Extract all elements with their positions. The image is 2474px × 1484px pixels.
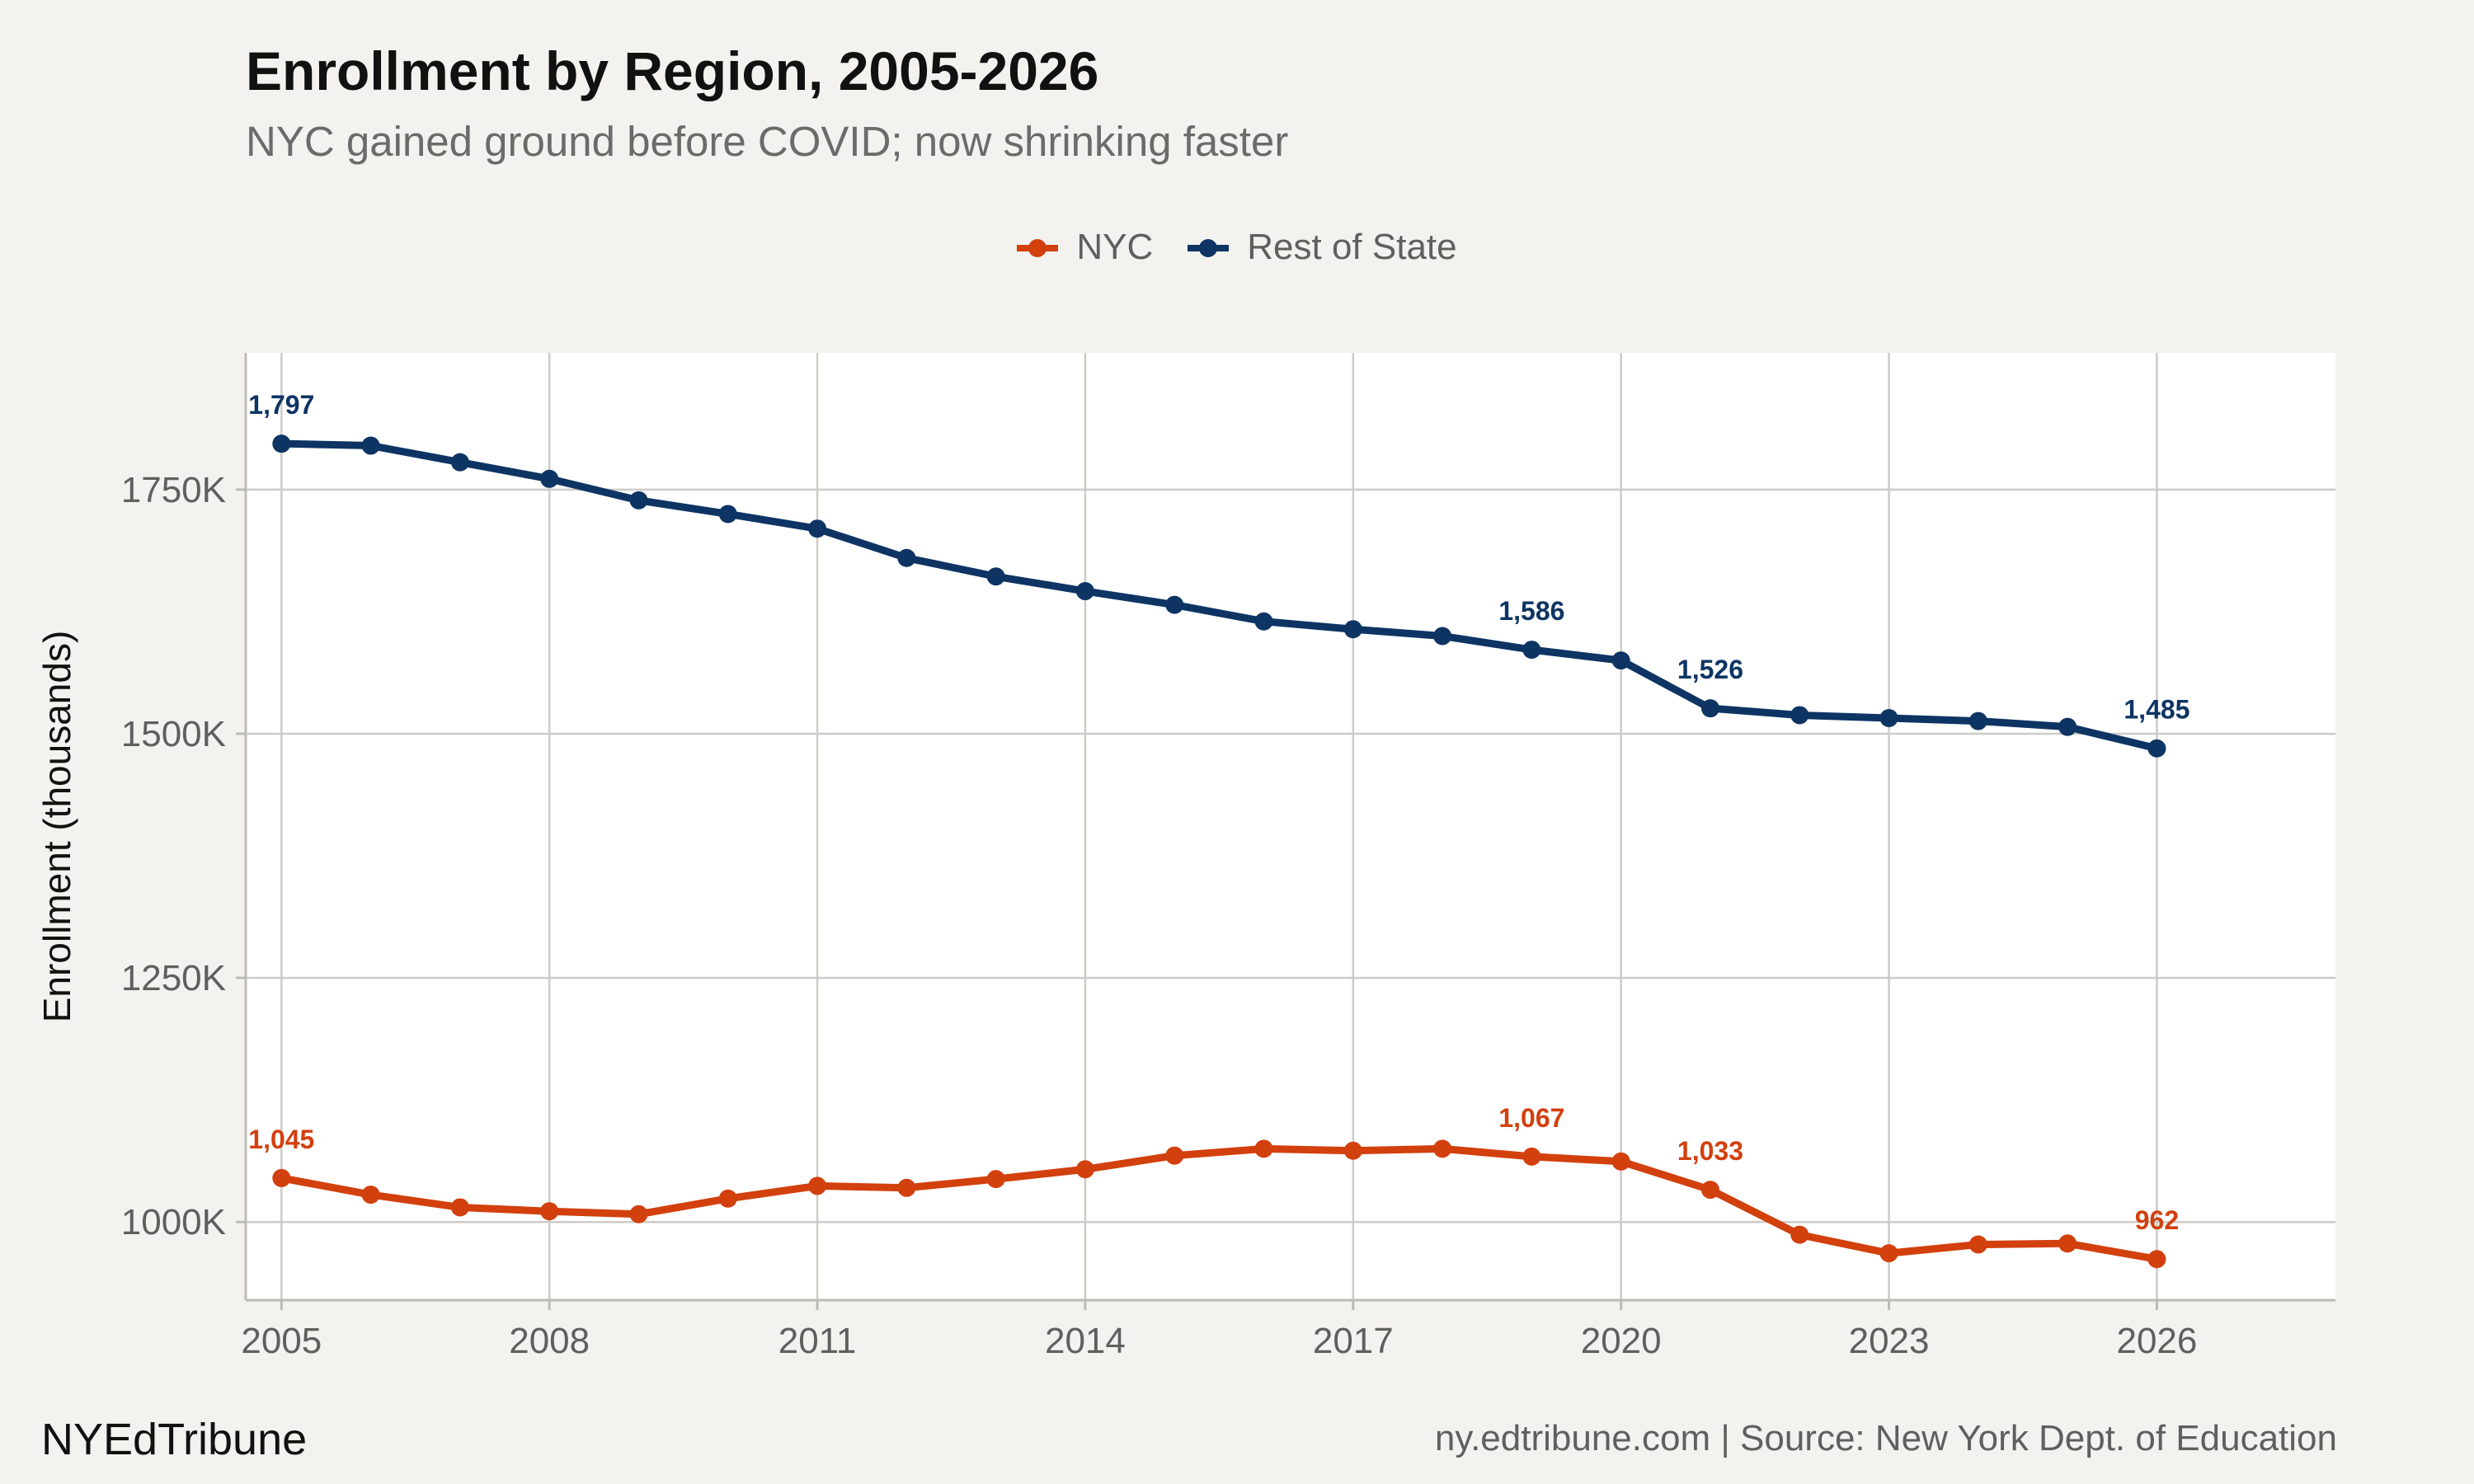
legend-item-rest-of-state: Rest of State <box>1188 227 1457 268</box>
data-label-rest-of-state-2021: 1,526 <box>1677 655 1743 684</box>
data-point-rest-of-state-2011 <box>808 519 827 538</box>
data-point-nyc-2023 <box>1879 1244 1898 1263</box>
x-tick-label-2023: 2023 <box>1849 1321 1930 1361</box>
data-point-rest-of-state-2021 <box>1700 699 1719 718</box>
data-point-rest-of-state-2026 <box>2147 739 2166 758</box>
legend-label-nyc: NYC <box>1076 227 1154 267</box>
data-point-rest-of-state-2009 <box>629 491 648 510</box>
legend-key-nyc <box>1017 231 1059 264</box>
data-point-nyc-2007 <box>450 1198 469 1217</box>
data-point-rest-of-state-2014 <box>1075 582 1094 601</box>
data-point-nyc-2026 <box>2147 1250 2166 1269</box>
data-point-nyc-2013 <box>986 1170 1005 1189</box>
data-label-nyc-2005: 1,045 <box>248 1125 314 1154</box>
data-point-rest-of-state-2018 <box>1433 627 1452 646</box>
data-point-rest-of-state-2015 <box>1165 595 1184 614</box>
data-point-nyc-2019 <box>1522 1147 1541 1166</box>
data-point-nyc-2020 <box>1611 1152 1630 1171</box>
data-point-nyc-2010 <box>718 1189 737 1208</box>
data-label-nyc-2026: 962 <box>2135 1205 2179 1235</box>
brand-name: NYEdTribune <box>41 1415 308 1464</box>
legend: NYC Rest of State <box>0 227 2474 268</box>
data-point-nyc-2008 <box>540 1202 559 1221</box>
plot-panel <box>246 353 2335 1300</box>
data-point-nyc-2014 <box>1075 1160 1094 1179</box>
data-point-nyc-2005 <box>272 1168 291 1187</box>
series-line-rest-of-state <box>277 439 2161 753</box>
data-label-rest-of-state-2019: 1,586 <box>1498 596 1564 626</box>
x-tick-label-2017: 2017 <box>1313 1321 1394 1361</box>
data-point-rest-of-state-2023 <box>1879 709 1898 728</box>
data-point-nyc-2006 <box>361 1186 380 1205</box>
y-axis-title: Enrollment (thousands) <box>35 631 78 1023</box>
data-point-rest-of-state-2019 <box>1522 641 1541 660</box>
data-point-rest-of-state-2020 <box>1611 651 1630 670</box>
x-tick-label-2005: 2005 <box>241 1321 322 1361</box>
data-point-rest-of-state-2025 <box>2058 717 2077 736</box>
data-point-nyc-2012 <box>897 1178 916 1197</box>
data-point-nyc-2022 <box>1790 1225 1809 1244</box>
data-point-rest-of-state-2006 <box>361 436 380 455</box>
source-credit: ny.edtribune.com | Source: New York Dept… <box>1434 1418 2337 1458</box>
y-tick-label-1000: 1000K <box>121 1202 226 1242</box>
data-point-rest-of-state-2005 <box>272 434 291 453</box>
data-point-nyc-2018 <box>1433 1139 1452 1158</box>
y-tick-label-1500: 1500K <box>121 714 226 754</box>
data-point-nyc-2009 <box>629 1205 648 1223</box>
data-label-nyc-2021: 1,033 <box>1677 1136 1743 1166</box>
data-point-rest-of-state-2007 <box>450 453 469 472</box>
x-tick-label-2008: 2008 <box>509 1321 590 1361</box>
y-tick-label-1750: 1750K <box>121 470 226 510</box>
data-point-rest-of-state-2012 <box>897 548 916 567</box>
legend-item-nyc: NYC <box>1017 227 1153 268</box>
data-label-nyc-2019: 1,067 <box>1498 1103 1564 1133</box>
x-tick-label-2014: 2014 <box>1045 1321 1126 1361</box>
data-point-rest-of-state-2022 <box>1790 706 1809 725</box>
y-tick-label-1250: 1250K <box>121 958 226 998</box>
data-point-rest-of-state-2024 <box>1968 711 1987 730</box>
series-line-nyc <box>277 1144 2161 1263</box>
legend-label-rest-of-state: Rest of State <box>1247 227 1457 267</box>
x-tick-label-2011: 2011 <box>778 1321 857 1361</box>
data-point-rest-of-state-2013 <box>986 567 1005 586</box>
data-point-nyc-2024 <box>1968 1235 1987 1254</box>
legend-key-rest-of-state <box>1188 231 1230 264</box>
chart-title: Enrollment by Region, 2005-2026 <box>246 40 1099 101</box>
data-point-rest-of-state-2010 <box>718 505 737 524</box>
data-point-rest-of-state-2016 <box>1254 612 1273 631</box>
data-label-rest-of-state-2026: 1,485 <box>2124 695 2189 725</box>
data-point-nyc-2021 <box>1700 1181 1719 1200</box>
data-label-rest-of-state-2005: 1,797 <box>248 390 314 420</box>
x-tick-label-2020: 2020 <box>1581 1321 1662 1361</box>
data-point-nyc-2015 <box>1165 1146 1184 1165</box>
data-point-rest-of-state-2008 <box>540 469 559 488</box>
data-point-nyc-2017 <box>1343 1141 1362 1160</box>
chart-subtitle: NYC gained ground before COVID; now shri… <box>246 118 1289 165</box>
x-tick-label-2026: 2026 <box>2116 1321 2197 1361</box>
data-point-nyc-2011 <box>808 1176 827 1195</box>
data-point-rest-of-state-2017 <box>1343 620 1362 639</box>
data-point-nyc-2016 <box>1254 1139 1273 1158</box>
data-point-nyc-2025 <box>2058 1234 2077 1253</box>
